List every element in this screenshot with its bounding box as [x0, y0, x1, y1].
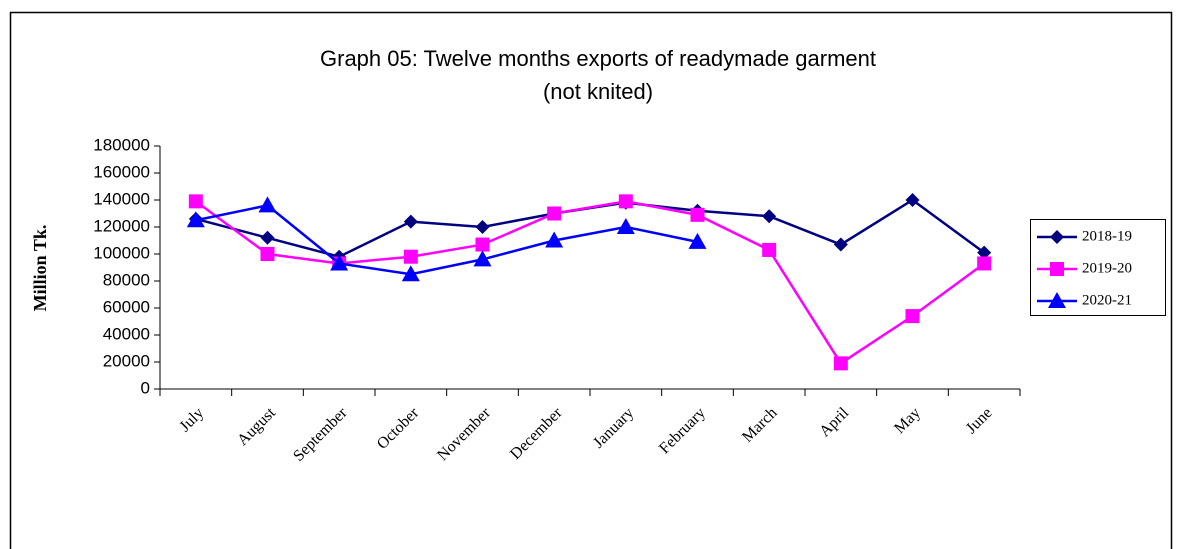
chart-title: Graph 05: Twelve months exports of ready… [320, 46, 876, 71]
marker [688, 232, 707, 249]
legend-label: 2020-21 [1082, 292, 1132, 308]
y-tick-label: 120000 [93, 216, 150, 235]
legend-label: 2018-19 [1082, 228, 1132, 244]
y-tick-label: 20000 [103, 351, 150, 370]
marker [403, 214, 418, 229]
y-tick-label: 100000 [93, 243, 150, 262]
marker [905, 193, 920, 207]
marker [475, 237, 490, 252]
series-line [195, 204, 698, 276]
marker [547, 206, 562, 221]
marker [545, 231, 564, 248]
marker [905, 309, 920, 324]
legend-marker [1050, 262, 1064, 276]
legend-label: 2019-20 [1082, 260, 1132, 276]
marker [186, 211, 205, 228]
marker [260, 230, 275, 245]
chart-subtitle: (not knited) [543, 79, 653, 104]
y-tick-label: 80000 [103, 270, 150, 289]
marker [260, 247, 275, 261]
marker [188, 194, 203, 209]
marker [762, 209, 777, 224]
marker [475, 220, 490, 234]
marker [690, 207, 705, 222]
marker [833, 356, 848, 371]
y-tick-label: 140000 [93, 189, 150, 208]
legend-marker [1048, 292, 1066, 308]
legend-marker [1050, 230, 1064, 244]
y-tick-label: 180000 [93, 135, 150, 154]
marker [618, 194, 633, 209]
y-tick-label: 0 [141, 378, 150, 397]
y-tick-label: 60000 [103, 297, 150, 316]
marker [616, 218, 635, 234]
y-tick-label: 160000 [93, 162, 150, 181]
marker [403, 249, 418, 264]
series-line [195, 200, 985, 366]
marker [977, 256, 992, 271]
marker [833, 237, 848, 252]
chart-border [9, 11, 1173, 549]
marker [401, 265, 420, 282]
y-axis-label: Million Tk. [30, 225, 50, 312]
marker [330, 254, 349, 271]
y-tick-label: 40000 [103, 324, 150, 343]
marker [762, 242, 777, 257]
marker [977, 245, 992, 260]
marker [473, 250, 492, 267]
marker [258, 196, 277, 213]
